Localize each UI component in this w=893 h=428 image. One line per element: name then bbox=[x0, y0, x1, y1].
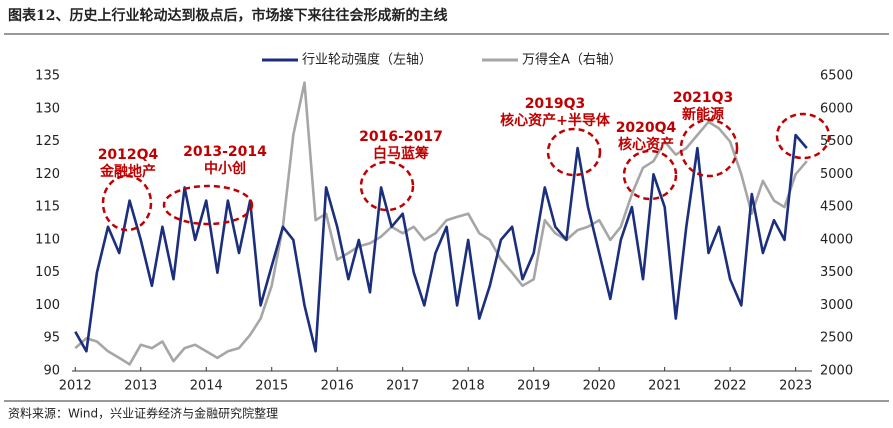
highlight-ellipse bbox=[101, 174, 153, 232]
x-tick-label: 2019 bbox=[517, 379, 550, 394]
y2-tick-label: 6000 bbox=[820, 101, 853, 116]
x-tick-label: 2017 bbox=[386, 379, 419, 394]
annotation: 2016-2017 bbox=[359, 129, 443, 145]
annotation: 核心资产+半导体 bbox=[500, 112, 611, 129]
annotation: 2013-2014 bbox=[183, 144, 267, 160]
legend-label: 万得全A（右轴） bbox=[522, 52, 622, 68]
x-tick-label: 2020 bbox=[583, 379, 616, 394]
y-tick-label: 115 bbox=[35, 200, 60, 215]
y-tick-label: 125 bbox=[35, 134, 60, 149]
annotation: 2021Q3 bbox=[673, 90, 734, 106]
highlight-ellipse bbox=[546, 127, 602, 177]
x-tick-label: 2013 bbox=[124, 379, 157, 394]
y2-tick-label: 5000 bbox=[820, 167, 853, 182]
annotation: 核心资产 bbox=[618, 136, 674, 153]
highlight-ellipse bbox=[162, 184, 254, 226]
annotation: 新能源 bbox=[682, 106, 724, 123]
x-tick-label: 2015 bbox=[255, 379, 288, 394]
annotation: 2020Q4 bbox=[616, 120, 677, 136]
y-tick-label: 90 bbox=[43, 364, 60, 379]
y2-tick-label: 2500 bbox=[820, 331, 853, 346]
highlight-ellipse bbox=[622, 149, 678, 201]
series-line bbox=[74, 133, 808, 353]
x-tick-label: 2014 bbox=[190, 379, 223, 394]
annotation: 白马蓝筹 bbox=[373, 145, 429, 162]
y2-tick-label: 4000 bbox=[820, 232, 853, 247]
x-tick-label: 2023 bbox=[779, 379, 812, 394]
y2-tick-label: 3500 bbox=[820, 265, 853, 280]
x-tick-label: 2018 bbox=[452, 379, 485, 394]
x-tick-label: 2016 bbox=[321, 379, 354, 394]
y2-tick-label: 6500 bbox=[820, 69, 853, 84]
annotation: 中小创 bbox=[204, 160, 246, 177]
x-tick-label: 2022 bbox=[714, 379, 747, 394]
y-tick-label: 130 bbox=[35, 101, 60, 116]
annotation: 2019Q3 bbox=[525, 96, 586, 112]
y-tick-label: 100 bbox=[35, 298, 60, 313]
y-tick-label: 110 bbox=[35, 232, 60, 247]
y2-tick-label: 4500 bbox=[820, 200, 853, 215]
y-tick-label: 120 bbox=[35, 167, 60, 182]
x-tick-label: 2021 bbox=[648, 379, 681, 394]
y-tick-label: 95 bbox=[43, 331, 60, 346]
chart-title: 图表12、历史上行业轮动达到极点后，市场接下来往往会形成新的主线 bbox=[8, 7, 447, 24]
annotation: 金融地产 bbox=[99, 163, 156, 180]
x-tick-label: 2012 bbox=[59, 379, 92, 394]
y-tick-label: 105 bbox=[35, 265, 60, 280]
y-tick-label: 135 bbox=[35, 69, 60, 84]
annotation: 2012Q4 bbox=[98, 147, 159, 163]
highlight-ellipse bbox=[679, 118, 739, 178]
highlight-ellipse bbox=[359, 160, 415, 212]
source: 资料来源：Wind，兴业证券经济与金融研究院整理 bbox=[8, 406, 278, 421]
highlight-ellipse bbox=[775, 112, 831, 160]
legend-label: 行业轮动强度（左轴） bbox=[302, 52, 432, 68]
y2-tick-label: 3000 bbox=[820, 298, 853, 313]
series-line bbox=[74, 81, 808, 366]
y2-tick-label: 2000 bbox=[820, 364, 853, 379]
